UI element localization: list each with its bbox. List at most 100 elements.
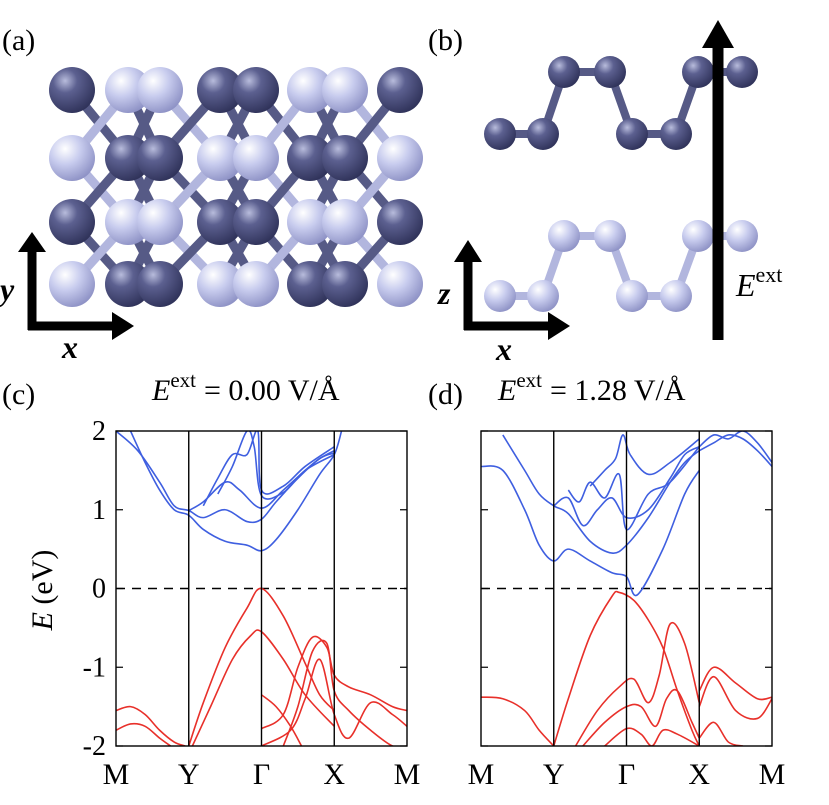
atom-light [287,67,333,113]
atom-dark [49,67,95,113]
atom-dark [287,261,333,307]
panel-c-title-symbol: E [151,374,170,407]
atom-light [322,67,368,113]
electric-field-arrow: Eext [702,20,782,340]
conduction-band-line [553,446,700,527]
atom-light [137,67,183,113]
bottom-layer-atom [616,280,648,312]
bottom-layer-atom [548,220,580,252]
atom-light [377,261,423,307]
band-chart-c: 210-1-2M Y Γ X M [83,416,421,791]
atom-dark [322,261,368,307]
panel-b-x-label: x [495,331,512,367]
valence-band-line [604,727,700,746]
conduction-band-line [217,431,335,500]
x-axis-arrowhead-b [548,312,570,340]
atom-light [287,199,333,245]
atom-dark [197,67,243,113]
bottom-layer-atom [660,280,692,312]
atom-dark [197,199,243,245]
valence-band-line [698,666,772,701]
y-axis-label: E (eV) [26,550,59,632]
panel-b-label: (b) [428,24,463,57]
top-layer-atom [548,56,580,88]
panel-c-header: (c) Eext = 0.00 V/Å [2,368,340,411]
top-layer-atom [726,56,758,88]
atom-dark [233,199,279,245]
atom-light [105,199,151,245]
x-tick-label: Y [178,758,200,791]
x-tick-label: X [323,758,345,791]
conduction-band-line [481,465,700,597]
y-tick-label: -2 [83,731,106,762]
valence-band-line [116,722,172,746]
field-label-superscript: ext [756,262,783,287]
bottom-layer-atom [484,280,516,312]
x-tick-label: M [394,758,421,791]
atom-light [233,135,279,181]
bottom-layer-atom [527,280,559,312]
panel-b-structure [484,56,758,312]
panel-d-title-superscript: ext [516,368,542,392]
field-label: Eext [735,262,782,303]
y-tick-label: 2 [92,416,106,447]
valence-band-line [698,721,744,746]
x-axis-arrowhead [112,312,134,340]
panel-a: (a) y x [0,24,423,365]
x-tick-label: X [688,758,710,791]
conduction-band-line [698,434,772,467]
atom-light [49,135,95,181]
atom-dark [105,261,151,307]
bottom-layer-atom [726,220,758,252]
conduction-band-line [502,434,700,554]
valence-band-line [698,675,772,720]
valence-band-line [582,688,700,746]
panel-d-label: (d) [428,378,463,411]
x-tick-label: M [103,758,130,791]
conduction-band-line [202,431,335,507]
x-tick-label: M [468,758,495,791]
atom-light [49,261,95,307]
y-axis-arrowhead [18,232,46,252]
conduction-band-line [698,431,772,463]
atom-dark [137,135,183,181]
conduction-band-line [567,446,700,531]
atom-light [197,135,243,181]
panel-d-title-symbol: E [497,374,516,407]
panel-c-label: (c) [2,378,35,411]
atom-dark [137,261,183,307]
panel-b-axes: z x [437,240,570,367]
field-arrow-head [702,20,734,48]
panel-d-header: (d) Eext = 1.28 V/Å [428,368,686,411]
panel-a-y-label: y [0,271,15,307]
y-axis-label-unit: (eV) [26,550,59,605]
x-tick-label: Y [543,758,565,791]
y-tick-label: -1 [83,652,106,683]
valence-band-line [552,590,700,746]
panel-d-title-value: = 1.28 V/Å [550,374,686,407]
atom-dark [322,135,368,181]
valence-band-line [191,629,335,746]
panel-b-z-label: z [437,275,451,311]
panel-a-bonds [68,87,404,288]
atom-light [197,261,243,307]
panel-a-atoms [49,67,423,307]
y-tick-label: 1 [92,495,106,526]
panel-a-label: (a) [2,24,35,57]
conduction-band-line [589,434,700,487]
valence-band-line [260,694,303,746]
panel-c-title-value: = 0.00 V/Å [204,374,340,407]
atom-light [105,67,151,113]
panel-d-title: Eext = 1.28 V/Å [497,368,686,407]
top-layer-atom [682,56,714,88]
x-tick-label: Γ [618,758,635,791]
x-tick-label: Γ [253,758,270,791]
atom-dark [377,67,423,113]
panel-b: (b) z x Eext [428,20,782,367]
valence-band-line [481,696,555,746]
panel-a-x-label: x [61,329,78,365]
atom-dark [287,135,333,181]
top-layer-atom [616,118,648,150]
